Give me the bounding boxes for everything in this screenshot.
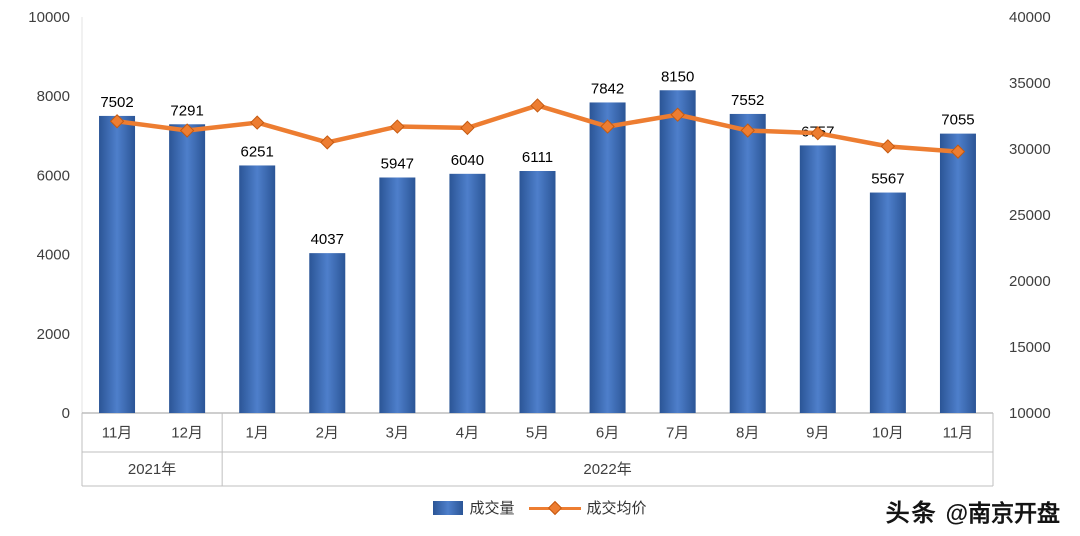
left-axis-tick-label: 10000: [28, 9, 70, 26]
legend-price-label: 成交均价: [586, 500, 647, 517]
line-marker-12月: [179, 123, 195, 138]
bar-value-label: 7502: [100, 94, 133, 111]
bar-value-label: 5947: [381, 155, 414, 172]
x-axis-month-label: 10月: [872, 425, 904, 442]
bar-5月: [519, 171, 556, 413]
bar-value-label: 7842: [591, 80, 624, 97]
x-axis-month-label: 2月: [316, 425, 339, 442]
legend-bar-swatch-icon: [433, 500, 464, 515]
chart-legend: 成交量 成交均价: [0, 497, 1080, 518]
x-axis-month-label: 3月: [386, 425, 409, 442]
left-axis-tick-label: 2000: [37, 326, 70, 343]
bar-value-label: 4037: [311, 231, 344, 248]
right-axis-tick-label: 25000: [1009, 207, 1051, 224]
bar-4月: [449, 173, 486, 413]
right-axis-tick-label: 20000: [1009, 273, 1051, 290]
bar-1月: [239, 165, 276, 413]
x-axis-month-label: 11月: [943, 425, 974, 442]
x-axis-month-label: 9月: [806, 425, 829, 442]
x-axis-month-label: 11月: [102, 425, 133, 442]
left-axis-tick-label: 8000: [37, 88, 70, 105]
toutiao-logo: 头条: [885, 500, 938, 527]
right-axis-tick-label: 15000: [1009, 339, 1051, 356]
x-axis-month-label: 4月: [456, 425, 479, 442]
bar-value-label: 8150: [661, 68, 694, 85]
bar-value-label: 7552: [731, 92, 764, 109]
bar-12月: [169, 124, 206, 413]
legend-diamond-marker-icon: [547, 500, 562, 515]
legend-line-swatch-icon: [528, 500, 581, 515]
bar-3月: [379, 177, 416, 413]
line-marker-6月: [600, 119, 615, 134]
bar-value-label: 7291: [170, 102, 203, 119]
bar-11月: [939, 133, 976, 413]
legend-item-volume: 成交量: [433, 497, 515, 518]
x-axis-month-label: 6月: [596, 425, 619, 442]
bar-value-label: 7055: [941, 112, 974, 129]
line-marker-5月: [530, 98, 545, 113]
legend-item-price: 成交均价: [528, 497, 647, 518]
bar-2月: [309, 253, 346, 413]
x-axis-year-label: 2021年: [128, 461, 176, 478]
chart-svg: 0 2000 4000 6000 8000 10000 10000 15000 20000 250…: [28, 9, 1051, 487]
watermark: 头条 @南京开盘: [886, 493, 1060, 528]
line-marker-11月: [950, 144, 966, 159]
left-axis-tick-label: 4000: [37, 247, 70, 264]
bar-value-label: 6251: [241, 143, 274, 160]
bar-value-label: 6111: [522, 149, 553, 166]
line-marker-11月: [109, 114, 125, 129]
x-axis-month-label: 5月: [526, 425, 549, 442]
line-marker-7月: [670, 107, 685, 122]
right-axis-tick-label: 10000: [1009, 405, 1051, 422]
bar-10月: [869, 192, 906, 413]
x-axis-month-label: 8月: [736, 425, 759, 442]
x-axis-month-label: 1月: [246, 425, 269, 442]
right-axis-tick-label: 40000: [1009, 9, 1051, 26]
x-axis-month-label: 12月: [171, 425, 203, 442]
bar-6月: [589, 102, 626, 414]
legend-volume-label: 成交量: [469, 500, 515, 517]
bar-7月: [659, 90, 696, 413]
x-axis-month-label: 7月: [666, 425, 689, 442]
x-axis-year-label: 2022年: [583, 461, 631, 478]
line-marker-4月: [460, 120, 475, 136]
right-axis-tick-label: 35000: [1009, 75, 1051, 92]
right-axis-tick-label: 30000: [1009, 141, 1051, 158]
bar-8月: [729, 113, 766, 414]
bar-11月: [99, 115, 136, 413]
line-marker-9月: [810, 125, 826, 141]
bar-9月: [799, 145, 836, 414]
bar-value-label: 5567: [871, 171, 904, 188]
bar-value-label: 6040: [451, 152, 484, 169]
left-axis-tick-label: 0: [62, 405, 70, 422]
line-marker-2月: [320, 135, 335, 150]
line-marker-8月: [740, 123, 755, 138]
line-marker-3月: [390, 119, 405, 134]
line-marker-10月: [880, 139, 896, 154]
left-axis-tick-label: 6000: [37, 167, 70, 184]
line-marker-1月: [249, 115, 265, 130]
watermark-handle: @南京开盘: [945, 500, 1060, 526]
